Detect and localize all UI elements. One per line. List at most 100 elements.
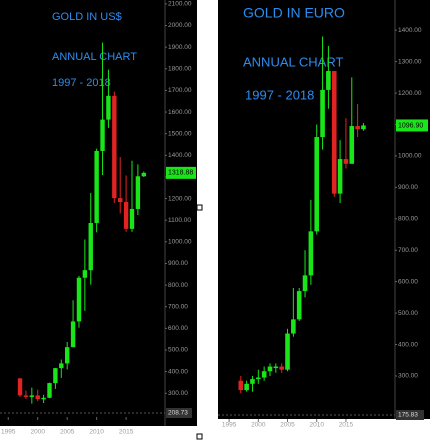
candle-body: [331, 71, 337, 194]
x-tick-label: 2015: [119, 429, 134, 436]
y-tick-label: 500.00: [168, 347, 188, 354]
y-tick-label: 700.00: [168, 303, 188, 310]
candle-body: [256, 377, 261, 380]
candle-body: [141, 172, 146, 177]
last-price-label: 1096.90: [398, 122, 423, 129]
candle-body: [238, 380, 244, 391]
y-tick-label: 600.00: [168, 325, 188, 332]
y-tick-label: 300.00: [398, 373, 418, 380]
last-price-box: [396, 119, 428, 132]
candle-body: [135, 176, 141, 209]
candle-body: [100, 119, 105, 151]
candle-body: [112, 95, 117, 199]
y-tick-label: 800.00: [168, 282, 188, 289]
candle-body: [267, 366, 273, 372]
y-tick-label: 1500.00: [168, 130, 192, 137]
candle-body: [308, 231, 314, 276]
x-tick-label: 2005: [280, 422, 295, 429]
candle-body: [291, 319, 296, 334]
x-tick-label: 2000: [251, 422, 266, 429]
x-tick-label: 1995: [222, 422, 237, 429]
last-price-label: 1318.88: [168, 170, 193, 177]
candle-body: [76, 277, 82, 322]
x-tick-label: 2005: [60, 429, 75, 436]
candle-body: [296, 291, 302, 320]
y-tick-label: 800.00: [398, 216, 418, 223]
candle-body: [23, 395, 29, 397]
candle-body: [41, 397, 46, 400]
y-tick-label: 500.00: [398, 310, 418, 317]
candle-body: [314, 137, 320, 232]
bottom-value-label: 175.83: [398, 412, 418, 419]
handle: [196, 433, 203, 440]
y-tick-label: 1000.00: [398, 153, 422, 160]
y-tick-label: 2000.00: [168, 22, 192, 29]
last-price-box: [166, 166, 196, 179]
x-tick-label: 2010: [309, 422, 324, 429]
candle-body: [244, 383, 249, 391]
y-tick-label: 600.00: [398, 278, 418, 285]
x-tick-label: 1995: [1, 429, 16, 436]
y-tick-label: 1900.00: [168, 44, 192, 51]
y-tick-label: 400.00: [398, 341, 418, 348]
y-tick-label: 1700.00: [168, 87, 192, 94]
candle-body: [94, 150, 99, 224]
candle-body: [118, 198, 123, 203]
y-tick-label: 900.00: [398, 184, 418, 191]
handle: [196, 204, 203, 211]
candle-body: [261, 371, 267, 378]
y-tick-label: 1400.00: [168, 152, 192, 159]
annotation: GOLD IN US$: [52, 11, 122, 23]
candle-body: [53, 368, 58, 384]
y-tick-label: 1200.00: [398, 90, 422, 97]
candle-body: [64, 347, 70, 364]
y-tick-label: 1200.00: [168, 195, 192, 202]
bottom-value-box: [396, 410, 424, 420]
annotation: 1997 - 2018: [52, 77, 111, 89]
y-tick-label: 700.00: [398, 247, 418, 254]
candle-body: [326, 71, 331, 90]
candle-body: [59, 363, 64, 369]
candle-body: [279, 366, 284, 370]
x-tick-label: 2010: [89, 429, 104, 436]
bottom-value-box: [166, 408, 192, 418]
y-tick-label: 1800.00: [168, 66, 192, 73]
y-tick-label: 1400.00: [398, 27, 422, 34]
y-tick-label: 1600.00: [168, 109, 192, 116]
annotation: ANNUAL CHART: [243, 54, 343, 69]
candle-body: [35, 395, 40, 400]
candle-body: [47, 383, 52, 398]
candle-body: [320, 89, 325, 138]
candle-body: [337, 159, 343, 194]
annotation: GOLD IN EURO: [243, 5, 345, 21]
candle-body: [129, 208, 135, 229]
candle-body: [106, 95, 111, 120]
y-tick-label: 1100.00: [168, 217, 191, 224]
annotation: 1997 - 2018: [245, 87, 314, 102]
annotation: ANNUAL CHART: [52, 51, 137, 63]
candle-body: [17, 378, 23, 396]
candle-body: [355, 126, 360, 130]
candle-body: [343, 159, 349, 164]
candle-body: [29, 395, 35, 397]
candle-body: [250, 379, 255, 384]
candle-body: [82, 270, 88, 278]
candle-body: [285, 333, 290, 370]
candle-body: [361, 125, 366, 130]
y-tick-label: 400.00: [168, 368, 188, 375]
y-tick-label: 2100.00: [168, 1, 192, 8]
y-tick-label: 1000.00: [168, 239, 192, 246]
candle-body: [302, 275, 308, 292]
candle-body: [123, 202, 129, 229]
bottom-value-label: 208.73: [168, 410, 188, 417]
candle-body: [273, 366, 279, 369]
candle-body: [70, 321, 76, 348]
y-tick-label: 300.00: [168, 390, 188, 397]
candle-body: [88, 223, 93, 271]
y-tick-label: 900.00: [168, 260, 188, 267]
candle-body: [349, 126, 355, 164]
x-tick-label: 2000: [30, 429, 45, 436]
y-tick-label: 1300.00: [398, 58, 422, 65]
x-tick-label: 2015: [339, 422, 354, 429]
